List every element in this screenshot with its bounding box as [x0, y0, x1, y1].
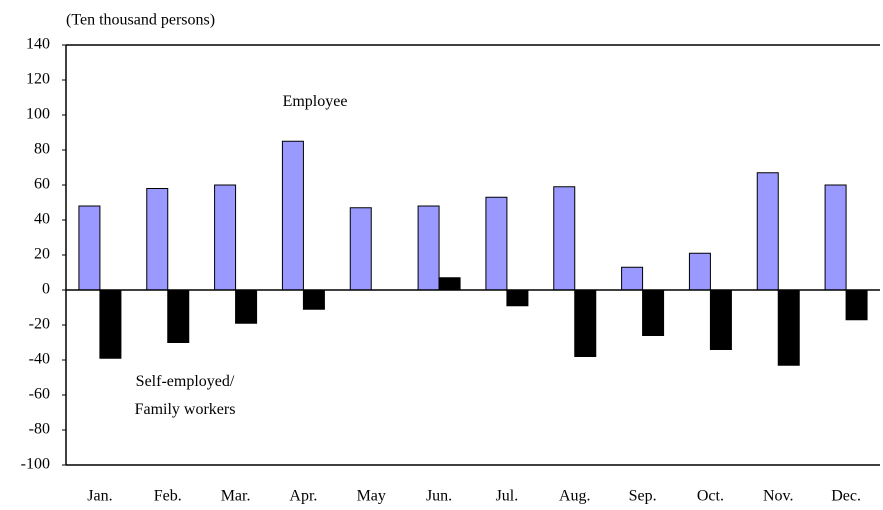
- bar: [642, 289, 665, 336]
- bar: [688, 252, 711, 291]
- series-annotation: Self-employed/ Family workers: [134, 373, 236, 418]
- x-tick-label: Jul.: [496, 488, 519, 505]
- x-tick-label: Feb.: [154, 488, 182, 505]
- bar: [99, 289, 122, 359]
- y-tick-label: -80: [29, 421, 50, 438]
- y-tick-label: 0: [42, 281, 50, 298]
- y-tick-label: 140: [26, 36, 50, 53]
- x-tick-label: Jun.: [426, 488, 452, 505]
- bar: [553, 186, 576, 291]
- bar: [485, 196, 508, 291]
- y-tick-label: 40: [34, 211, 50, 228]
- y-tick-label: 100: [26, 106, 50, 123]
- y-tick-label: 20: [34, 246, 50, 263]
- x-tick-label: Oct.: [697, 488, 724, 505]
- bar: [574, 289, 597, 357]
- x-tick-label: Aug.: [559, 488, 591, 505]
- y-tick-label: 60: [34, 176, 50, 193]
- y-tick-label: -40: [29, 351, 50, 368]
- bar: [349, 207, 372, 291]
- bar: [777, 289, 800, 366]
- bar: [845, 289, 868, 321]
- x-tick-label: Jan.: [87, 488, 112, 505]
- y-tick-label: 80: [34, 141, 50, 158]
- bar: [214, 184, 237, 291]
- bar: [146, 188, 169, 291]
- bar: [621, 266, 644, 291]
- y-axis-label: (Ten thousand persons): [66, 12, 215, 29]
- y-tick-label: -20: [29, 316, 50, 333]
- x-tick-label: Apr.: [289, 488, 317, 505]
- bar: [506, 289, 529, 307]
- series-annotation-box: Self-employed/ Family workers: [134, 373, 236, 418]
- bar: [438, 277, 461, 291]
- bar: [417, 205, 440, 291]
- bar: [78, 205, 101, 291]
- x-tick-label: Mar.: [221, 488, 251, 505]
- bar: [824, 184, 847, 291]
- bar: [756, 172, 779, 291]
- y-tick-label: -60: [29, 386, 50, 403]
- y-tick-label: 120: [26, 71, 50, 88]
- bar: [302, 289, 325, 310]
- bar: [167, 289, 190, 343]
- bar: [281, 140, 304, 291]
- bar: [235, 289, 258, 324]
- x-tick-label: Dec.: [831, 488, 861, 505]
- series-annotation: Employee: [282, 93, 348, 110]
- y-tick-label: -100: [21, 456, 50, 473]
- bar: [709, 289, 732, 350]
- x-tick-label: Sep.: [629, 488, 657, 505]
- x-tick-label: Nov.: [763, 488, 794, 505]
- x-tick-label: May: [357, 488, 386, 505]
- series-annotation-box: Employee: [282, 93, 348, 110]
